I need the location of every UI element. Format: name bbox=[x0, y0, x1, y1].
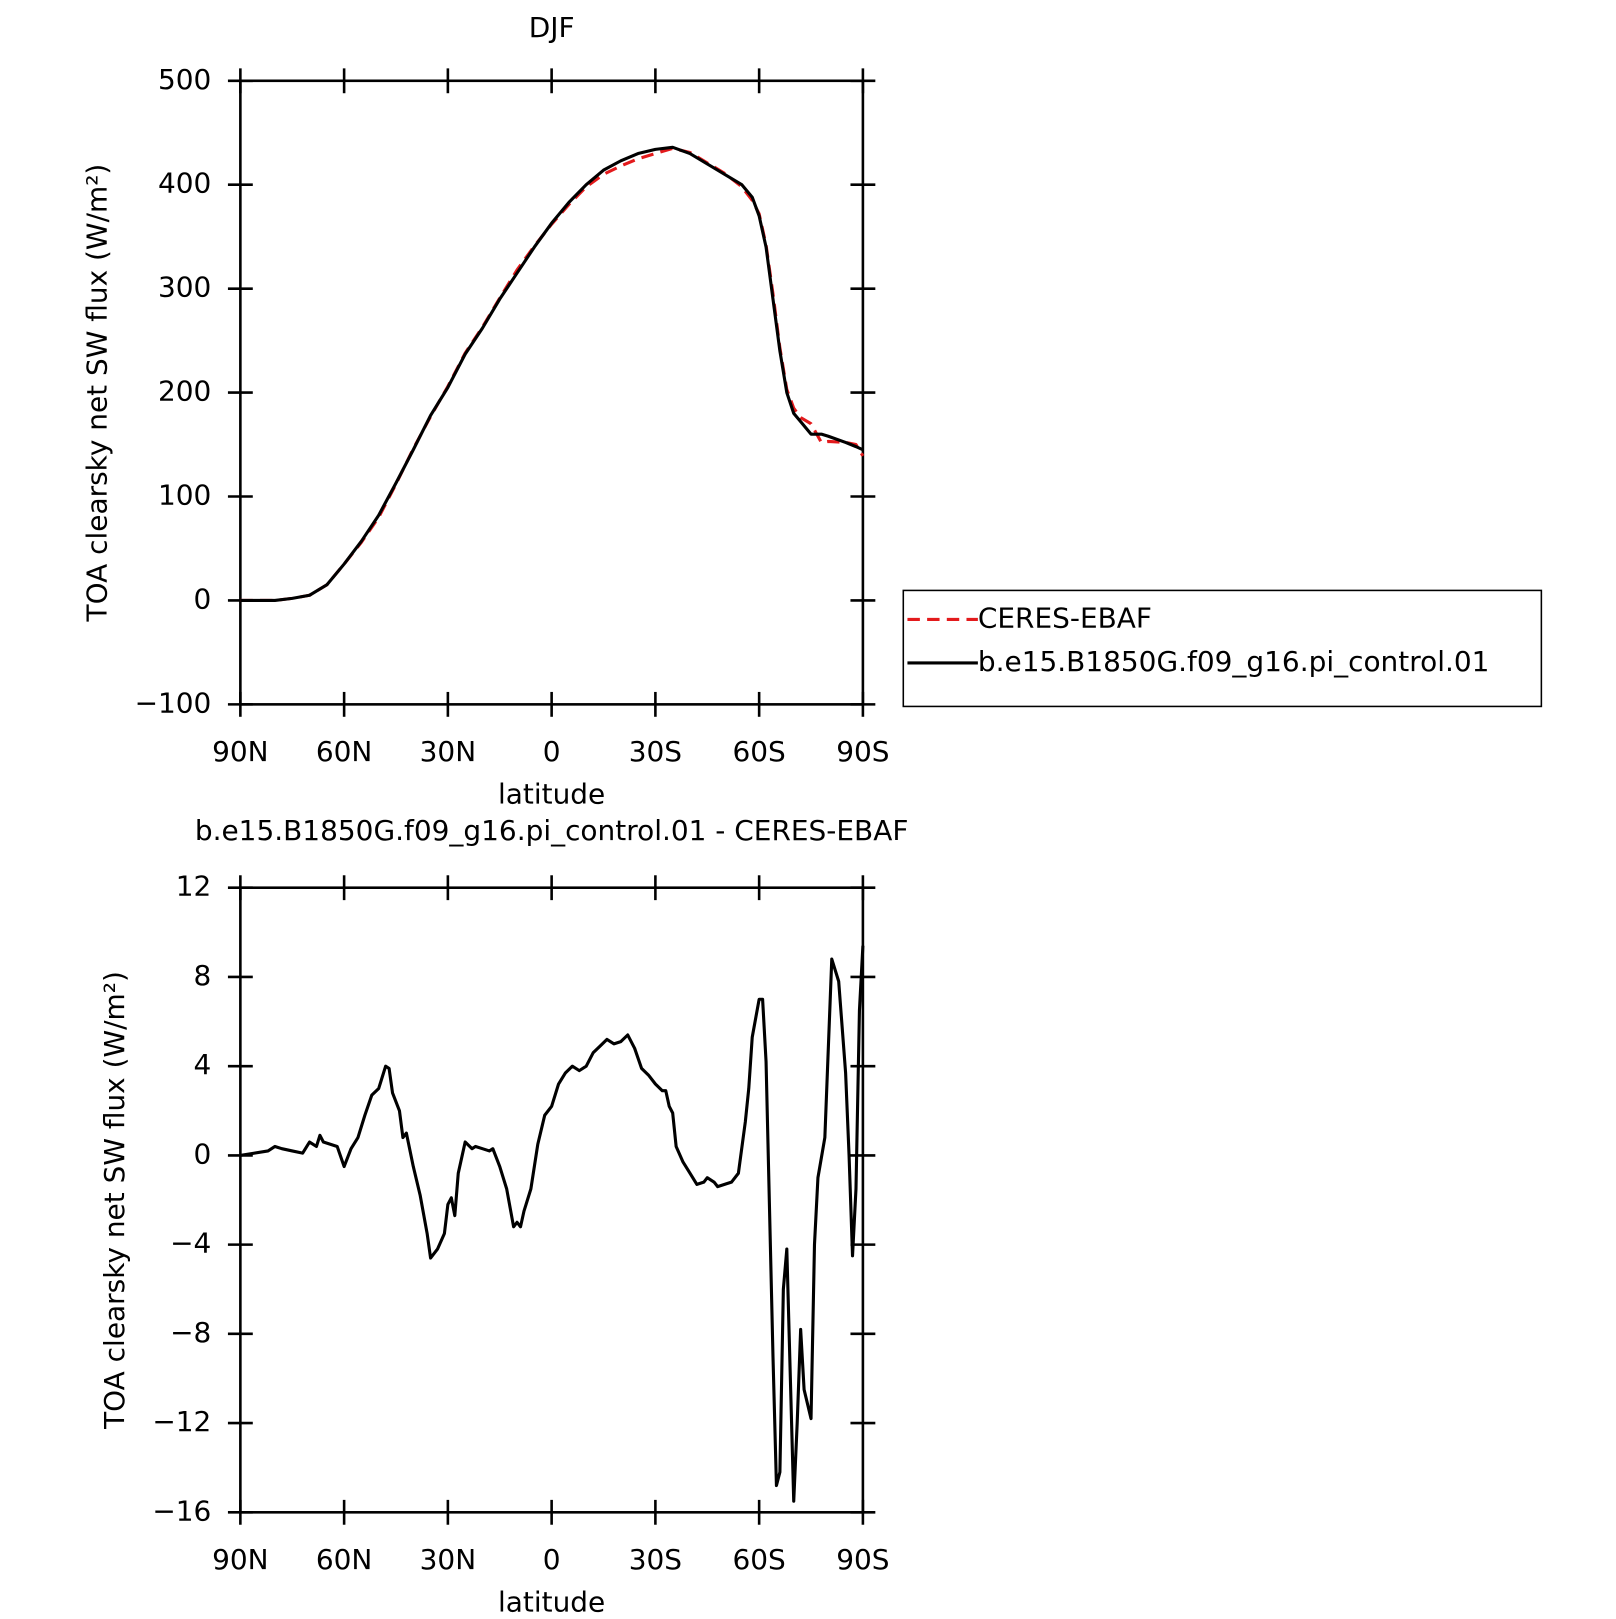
chart-title: DJF bbox=[529, 11, 575, 44]
y-tick-label: −16 bbox=[152, 1494, 211, 1527]
legend-label: b.e15.B1850G.f09_g16.pi_control.01 bbox=[978, 645, 1490, 678]
data-line bbox=[240, 145, 864, 602]
x-axis-label: latitude bbox=[498, 1585, 605, 1618]
data-line bbox=[240, 146, 865, 602]
x-tick-label: 30N bbox=[420, 735, 476, 768]
x-tick-label: 60S bbox=[732, 735, 785, 768]
x-tick-label: 60N bbox=[316, 1543, 372, 1576]
x-tick-label: 90N bbox=[212, 735, 268, 768]
x-tick-label: 60S bbox=[732, 1543, 785, 1576]
y-tick-label: 8 bbox=[194, 959, 212, 992]
y-tick-label: −4 bbox=[170, 1227, 211, 1260]
x-axis-label: latitude bbox=[498, 778, 605, 811]
x-tick-label: 90N bbox=[212, 1543, 268, 1576]
plot-frame bbox=[239, 79, 865, 706]
x-tick-label: 0 bbox=[543, 735, 561, 768]
legend-label: CERES-EBAF bbox=[978, 601, 1152, 634]
legend-box bbox=[902, 589, 1543, 708]
x-tick-label: 60N bbox=[316, 735, 372, 768]
y-tick-label: 0 bbox=[194, 1137, 212, 1170]
y-axis-label: TOA clearsky net SW flux (W/m²) bbox=[80, 164, 113, 623]
y-tick-label: −8 bbox=[170, 1316, 211, 1349]
x-tick-label: 30S bbox=[629, 1543, 682, 1576]
y-tick-label: 100 bbox=[158, 479, 211, 512]
data-line bbox=[240, 945, 865, 1503]
y-tick-label: 0 bbox=[194, 582, 212, 615]
x-tick-label: 90S bbox=[836, 1543, 889, 1576]
x-tick-label: 30S bbox=[629, 735, 682, 768]
y-axis-label: TOA clearsky net SW flux (W/m²) bbox=[98, 971, 131, 1430]
chart-title: b.e15.B1850G.f09_g16.pi_control.01 - CER… bbox=[195, 814, 909, 847]
y-tick-label: 400 bbox=[158, 167, 211, 200]
x-tick-label: 0 bbox=[543, 1543, 561, 1576]
y-tick-label: −100 bbox=[135, 686, 212, 719]
x-tick-label: 30N bbox=[420, 1543, 476, 1576]
y-tick-label: 300 bbox=[158, 271, 211, 304]
y-tick-label: 4 bbox=[194, 1048, 212, 1081]
y-tick-label: 12 bbox=[176, 870, 212, 903]
y-tick-label: 200 bbox=[158, 375, 211, 408]
x-tick-label: 90S bbox=[836, 735, 889, 768]
y-tick-label: −12 bbox=[152, 1405, 211, 1438]
y-tick-label: 500 bbox=[158, 63, 211, 96]
